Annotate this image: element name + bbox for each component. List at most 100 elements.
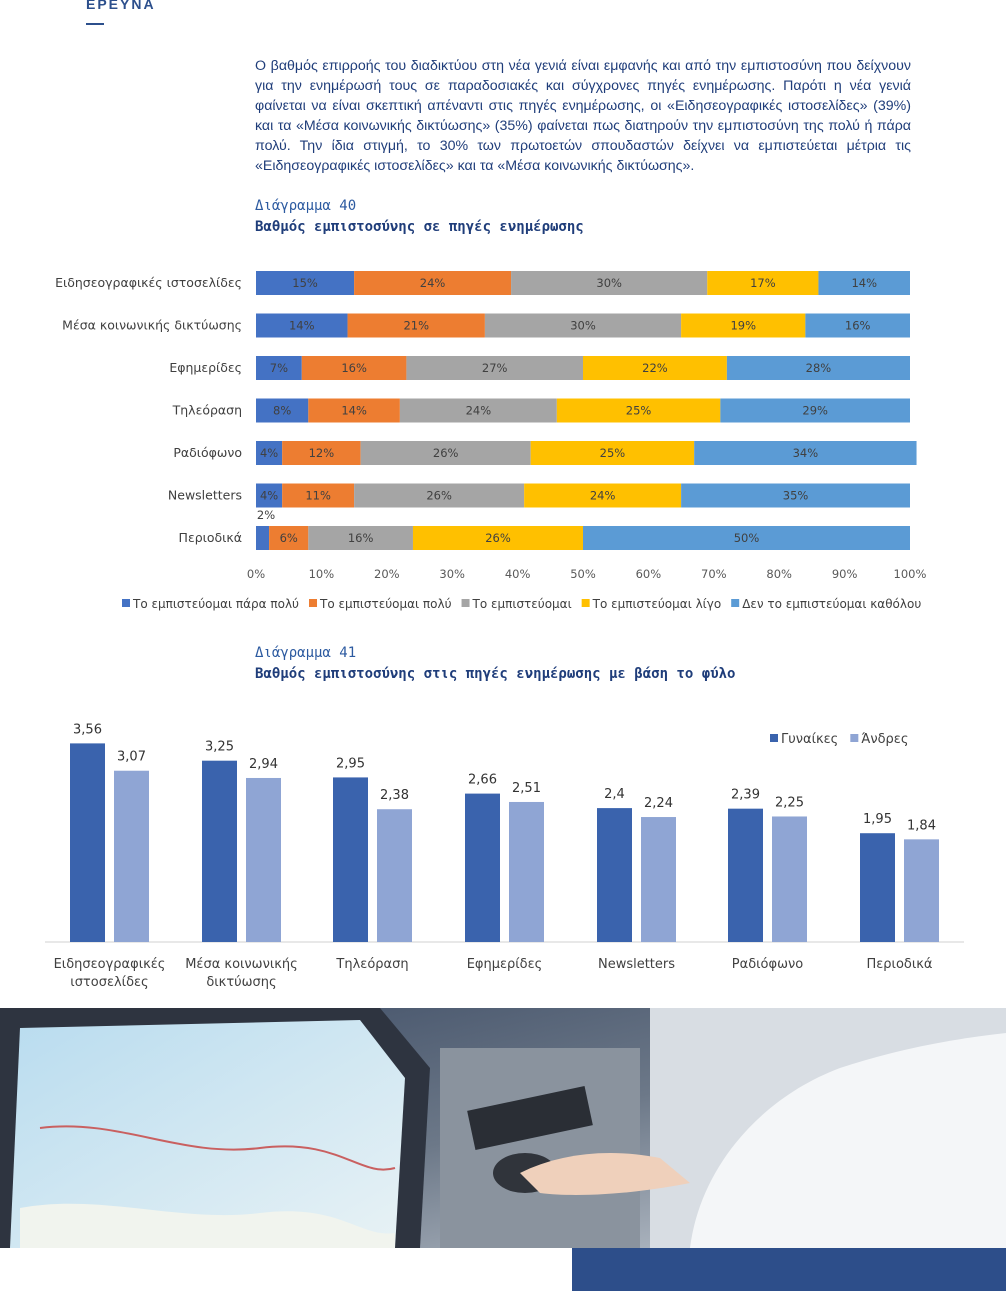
- bar-segment: [308, 398, 400, 423]
- data-label: 4%: [260, 446, 278, 460]
- bar-segment: [256, 441, 283, 465]
- category-label: Εφημερίδες: [169, 360, 242, 375]
- bar: [597, 808, 632, 942]
- bar-segment: [347, 313, 485, 338]
- category-label: Περιοδικά: [179, 530, 242, 545]
- bar-segment: [412, 526, 583, 550]
- data-label: 19%: [730, 319, 756, 333]
- category-label: Ραδιόφωνο: [173, 445, 242, 460]
- bar-segment: [354, 271, 512, 295]
- category-label: Μέσα κοινωνικής: [185, 957, 298, 972]
- x-tick-label: 50%: [570, 567, 596, 581]
- figure-40-number: Διάγραμμα 40: [255, 198, 357, 214]
- bar-segment: [583, 526, 910, 550]
- bar-segment: [269, 526, 309, 550]
- bar-segment: [805, 313, 910, 338]
- data-label: 7%: [270, 361, 288, 375]
- data-label: 2,39: [731, 788, 760, 803]
- x-tick-label: 100%: [894, 567, 927, 581]
- legend-swatch: [309, 599, 318, 607]
- data-label: 17%: [750, 276, 776, 290]
- bar: [728, 808, 763, 942]
- data-label: 25%: [626, 404, 652, 418]
- bar-segment: [399, 398, 557, 423]
- x-tick-label: 10%: [309, 567, 335, 581]
- data-label: 24%: [420, 276, 446, 290]
- legend-swatch: [850, 734, 859, 742]
- data-label: 30%: [596, 276, 622, 290]
- bar-segment: [583, 356, 727, 380]
- stacked-bar-chart: Ειδησεογραφικές ιστοσελίδες 15% 24% 30% 17% 1…: [55, 271, 927, 611]
- bar-segment: [511, 271, 708, 295]
- data-label: 2,25: [775, 795, 804, 810]
- data-label: 21%: [403, 319, 429, 333]
- data-label: 26%: [433, 446, 459, 460]
- data-label: 24%: [590, 489, 616, 503]
- bar-segment: [530, 441, 695, 465]
- data-label: 27%: [482, 361, 508, 375]
- figure-41-number: Διάγραμμα 41: [255, 645, 357, 661]
- data-label: 22%: [642, 361, 668, 375]
- data-label: 16%: [845, 319, 871, 333]
- category-label: Μέσα κοινωνικής δικτύωσης: [62, 318, 242, 333]
- data-label: 26%: [426, 489, 452, 503]
- bar: [465, 793, 500, 942]
- bar-segment: [681, 313, 806, 338]
- data-label: 14%: [851, 276, 877, 290]
- data-label: 2,66: [468, 773, 497, 788]
- bar: [246, 777, 281, 942]
- footer-band: [572, 1248, 1006, 1291]
- data-label: 24%: [466, 404, 492, 418]
- bar: [377, 809, 412, 942]
- intro-paragraph: Ο βαθμός επιρροής του διαδικτύου στη νέα…: [255, 58, 911, 174]
- x-tick-label: 60%: [636, 567, 662, 581]
- data-label: 2%: [257, 508, 275, 522]
- bar-segment: [301, 356, 407, 380]
- data-label: 2,38: [380, 788, 409, 803]
- bar-segment: [308, 526, 413, 550]
- bar: [860, 833, 895, 942]
- data-label: 11%: [305, 489, 331, 503]
- category-label: ιστοσελίδες: [70, 975, 148, 990]
- data-label: 3,07: [117, 750, 146, 765]
- data-label: 6%: [280, 531, 298, 545]
- data-label: 26%: [485, 531, 511, 545]
- data-label: 14%: [289, 319, 315, 333]
- bar: [114, 770, 149, 942]
- legend-swatch: [581, 599, 590, 607]
- data-label: 50%: [734, 531, 760, 545]
- x-tick-label: 30%: [439, 567, 465, 581]
- legend-swatch: [122, 599, 130, 607]
- x-tick-label: 80%: [766, 567, 792, 581]
- x-tick-label: 0%: [247, 567, 265, 581]
- data-label: 30%: [570, 319, 596, 333]
- bar-segment: [360, 441, 531, 465]
- category-label: Newsletters: [598, 957, 675, 972]
- bar-segment: [707, 271, 819, 295]
- legend-swatch: [770, 734, 778, 742]
- section-rule: [86, 23, 104, 25]
- data-label: 35%: [783, 489, 809, 503]
- bar: [904, 839, 939, 942]
- bar-segment: [484, 313, 682, 338]
- bar-segment: [681, 483, 910, 508]
- data-label: 16%: [341, 361, 367, 375]
- bar-segment: [256, 398, 309, 423]
- bar: [509, 801, 544, 942]
- data-label: 1,95: [863, 812, 892, 827]
- legend-label: Το εμπιστεύομαι λίγο: [592, 597, 722, 611]
- figure-41-title: Βαθμός εμπιστοσύνης στις πηγές ενημέρωση…: [255, 666, 736, 682]
- bar: [333, 777, 368, 942]
- legend-label: Γυναίκες: [781, 732, 838, 747]
- bar-segment: [524, 483, 682, 508]
- bar-segment: [282, 483, 355, 508]
- data-label: 25%: [600, 446, 626, 460]
- category-label: Newsletters: [168, 488, 242, 503]
- bar: [641, 817, 676, 942]
- data-label: 2,24: [644, 796, 673, 811]
- legend-label: Το εμπιστεύομαι πάρα πολύ: [132, 597, 299, 611]
- bar: [202, 760, 237, 942]
- category-label: Τηλεόραση: [335, 957, 408, 972]
- data-label: 15%: [292, 276, 318, 290]
- bar-segment: [556, 398, 721, 423]
